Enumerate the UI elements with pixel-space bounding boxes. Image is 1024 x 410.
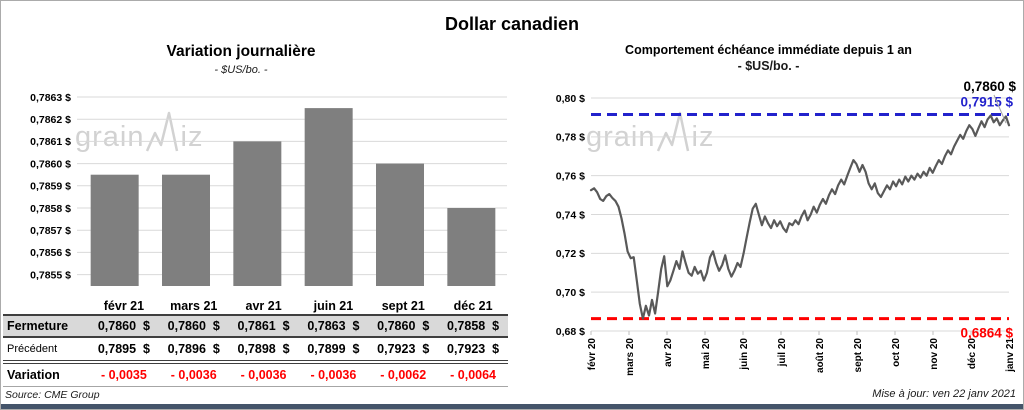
bar-chart: 0,7863 $ 0,7862 $ 0,7861 $ 0,7860 $ 0,7859 $… bbox=[30, 92, 507, 286]
table-cell: 0,7923 $ bbox=[377, 342, 430, 356]
grainwiz-zigzag-icon bbox=[145, 111, 178, 152]
watermark-text-grain: grain bbox=[75, 121, 145, 153]
line-chart-title: Comportement échéance immédiate depuis 1… bbox=[625, 43, 912, 57]
table-header-row: févr 21 mars 21 avr 21 juin 21 sept 21 d… bbox=[3, 297, 508, 314]
threshold-label: 0,6864 $ bbox=[960, 326, 1013, 341]
bar bbox=[162, 174, 210, 286]
update-note: Mise à jour: ven 22 janv 2021 bbox=[872, 388, 1016, 400]
y-tick-label: 0,7862 $ bbox=[30, 114, 71, 126]
one-year-panel: Comportement échéance immédiate depuis 1… bbox=[513, 39, 1023, 405]
x-tick-label: août 20 bbox=[815, 338, 826, 373]
table-row-precedent: Précédent 0,7895 $ 0,7896 $ 0,7898 $ 0,7… bbox=[3, 338, 508, 364]
column-header: sept 21 bbox=[381, 298, 425, 313]
table-cell: 0,7860 $ bbox=[167, 319, 220, 333]
table-cell: 0,7899 $ bbox=[307, 342, 360, 356]
threshold-label: 0,7915 $ bbox=[960, 95, 1013, 110]
grainwiz-zigzag-icon bbox=[656, 111, 689, 152]
bar bbox=[233, 141, 282, 286]
column-header: avr 21 bbox=[245, 298, 282, 313]
x-tick-label: déc 20 bbox=[967, 338, 978, 370]
table-cell: - 0,0036 bbox=[310, 368, 357, 382]
bar bbox=[376, 163, 424, 286]
table-cell: - 0,0036 bbox=[240, 368, 287, 382]
row-label: Précédent bbox=[7, 343, 58, 355]
table-cell: 0,7898 $ bbox=[237, 342, 290, 356]
column-header: mars 21 bbox=[170, 298, 218, 313]
table-row-fermeture: Fermeture 0,7860 $ 0,7860 $ 0,7861 $ 0,7… bbox=[3, 314, 508, 338]
callout-leader-line bbox=[993, 94, 1007, 124]
summary-table: févr 21 mars 21 avr 21 juin 21 sept 21 d… bbox=[3, 297, 508, 387]
y-tick-label: 0,7855 $ bbox=[30, 269, 71, 281]
y-tick-label: 0,7859 $ bbox=[30, 181, 71, 193]
column-header: juin 21 bbox=[313, 298, 354, 313]
table-cell: 0,7923 $ bbox=[447, 342, 500, 356]
column-header: déc 21 bbox=[453, 298, 493, 313]
row-label: Fermeture bbox=[7, 319, 69, 333]
y-tick-label: 0,72 $ bbox=[556, 248, 585, 260]
table-cell: - 0,0036 bbox=[170, 368, 217, 382]
source-note: Source: CME Group bbox=[5, 389, 100, 401]
y-tick-label: 0,70 $ bbox=[556, 287, 585, 299]
y-tick-label: 0,7863 $ bbox=[30, 92, 71, 104]
table-cell: - 0,0035 bbox=[100, 368, 147, 382]
x-tick-label: janv 21 bbox=[1005, 338, 1016, 373]
y-tick-label: 0,7860 $ bbox=[30, 158, 71, 170]
y-tick-label: 0,7857 $ bbox=[30, 225, 71, 237]
y-tick-label: 0,7858 $ bbox=[30, 203, 71, 215]
table-cell: 0,7861 $ bbox=[237, 319, 290, 333]
y-tick-label: 0,78 $ bbox=[556, 132, 585, 144]
last-price-label: 0,7860 $ bbox=[963, 79, 1016, 94]
column-header: févr 21 bbox=[103, 298, 145, 313]
price-line bbox=[589, 114, 1011, 320]
watermark-text-iz: iz bbox=[180, 121, 204, 153]
x-tick-label: nov 20 bbox=[929, 338, 940, 370]
x-tick-label: avr 20 bbox=[663, 338, 674, 367]
x-tick-label: mars 20 bbox=[625, 338, 636, 376]
y-tick-label: 0,7861 $ bbox=[30, 136, 71, 148]
table-cell: - 0,0064 bbox=[450, 368, 497, 382]
x-tick-label: oct 20 bbox=[891, 338, 902, 367]
bar bbox=[90, 174, 139, 286]
line-chart: 0,80 $ 0,78 $ 0,76 $ 0,74 $ 0,72 $ 0,70 $ 0,68… bbox=[556, 79, 1017, 376]
table-cell: 0,7858 $ bbox=[447, 319, 500, 333]
bar bbox=[304, 108, 353, 286]
table-cell: 0,7860 $ bbox=[97, 319, 150, 333]
table-cell: 0,7863 $ bbox=[307, 319, 360, 333]
line-chart-subtitle: - $US/bo. - bbox=[737, 59, 800, 73]
y-tick-label: 0,74 $ bbox=[556, 209, 585, 221]
row-label: Variation bbox=[7, 368, 60, 382]
bar-chart-title: Variation journalière bbox=[166, 43, 316, 60]
y-tick-label: 0,7856 $ bbox=[30, 247, 71, 259]
x-tick-label: sept 20 bbox=[853, 338, 864, 373]
table-cell: 0,7860 $ bbox=[377, 319, 430, 333]
y-tick-label: 0,68 $ bbox=[556, 326, 585, 338]
bar-chart-subtitle: - $US/bo. - bbox=[214, 64, 268, 76]
daily-variation-panel: Variation journalière - $US/bo. - grain … bbox=[1, 39, 513, 405]
x-tick-label: juil 20 bbox=[777, 338, 788, 368]
page-title: Dollar canadien bbox=[444, 14, 580, 34]
table-cell: 0,7895 $ bbox=[97, 342, 150, 356]
bottom-accent-bar bbox=[1, 404, 1023, 409]
y-tick-label: 0,80 $ bbox=[556, 93, 585, 105]
grainwiz-watermark: grain iz bbox=[75, 111, 203, 152]
y-tick-label: 0,76 $ bbox=[556, 170, 585, 182]
bar bbox=[447, 208, 496, 286]
table-row-variation: Variation - 0,0035 - 0,0036 - 0,0036 - 0… bbox=[3, 364, 508, 387]
x-tick-label: févr 20 bbox=[587, 338, 598, 371]
table-cell: 0,7896 $ bbox=[167, 342, 220, 356]
x-tick-label: juin 20 bbox=[739, 338, 750, 371]
x-tick-label: mai 20 bbox=[701, 338, 712, 370]
table-cell: - 0,0062 bbox=[380, 368, 427, 382]
